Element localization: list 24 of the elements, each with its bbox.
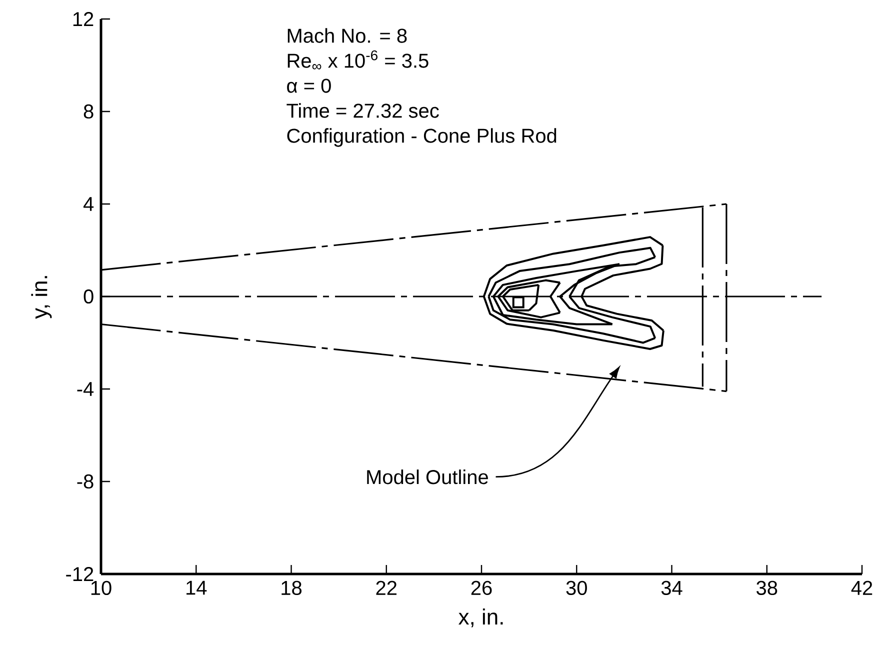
y-tick-label: 0: [84, 289, 94, 304]
annotation: Mach No. = 8: [288, 28, 407, 43]
y-tick-label: -4: [77, 382, 94, 396]
x-tick-label: 38: [756, 580, 778, 596]
annotation: Re$_{∞}$ x 10$^{-6}$ = 3.5: [288, 50, 428, 70]
y-tick-label: 4: [83, 197, 94, 211]
annotation: Time = 27.32 sec: [286, 103, 439, 118]
x-tick-label: 34: [661, 580, 682, 596]
y-tick-label: -12: [66, 567, 94, 581]
x-tick-label: 30: [566, 580, 587, 596]
y-tick-label: 8: [84, 104, 94, 119]
x-tick-label: 26: [471, 580, 492, 596]
annotation: Model Outline: [367, 470, 488, 484]
x-tick-label: 22: [376, 580, 396, 595]
x-tick-label: 18: [282, 580, 302, 596]
y-axis-title: y, in.: [31, 276, 52, 319]
y-tick-label: 12: [73, 12, 94, 26]
x-tick-label: 42: [851, 580, 872, 595]
annotation: α = 0: [287, 78, 331, 93]
x-tick-label: 14: [186, 580, 207, 595]
x-axis-title: x, in.: [458, 608, 503, 628]
annotation: Configuration - Cone Plus Rod: [287, 128, 556, 147]
y-tick-label: -8: [77, 474, 94, 489]
x-tick-label: 10: [91, 580, 112, 596]
